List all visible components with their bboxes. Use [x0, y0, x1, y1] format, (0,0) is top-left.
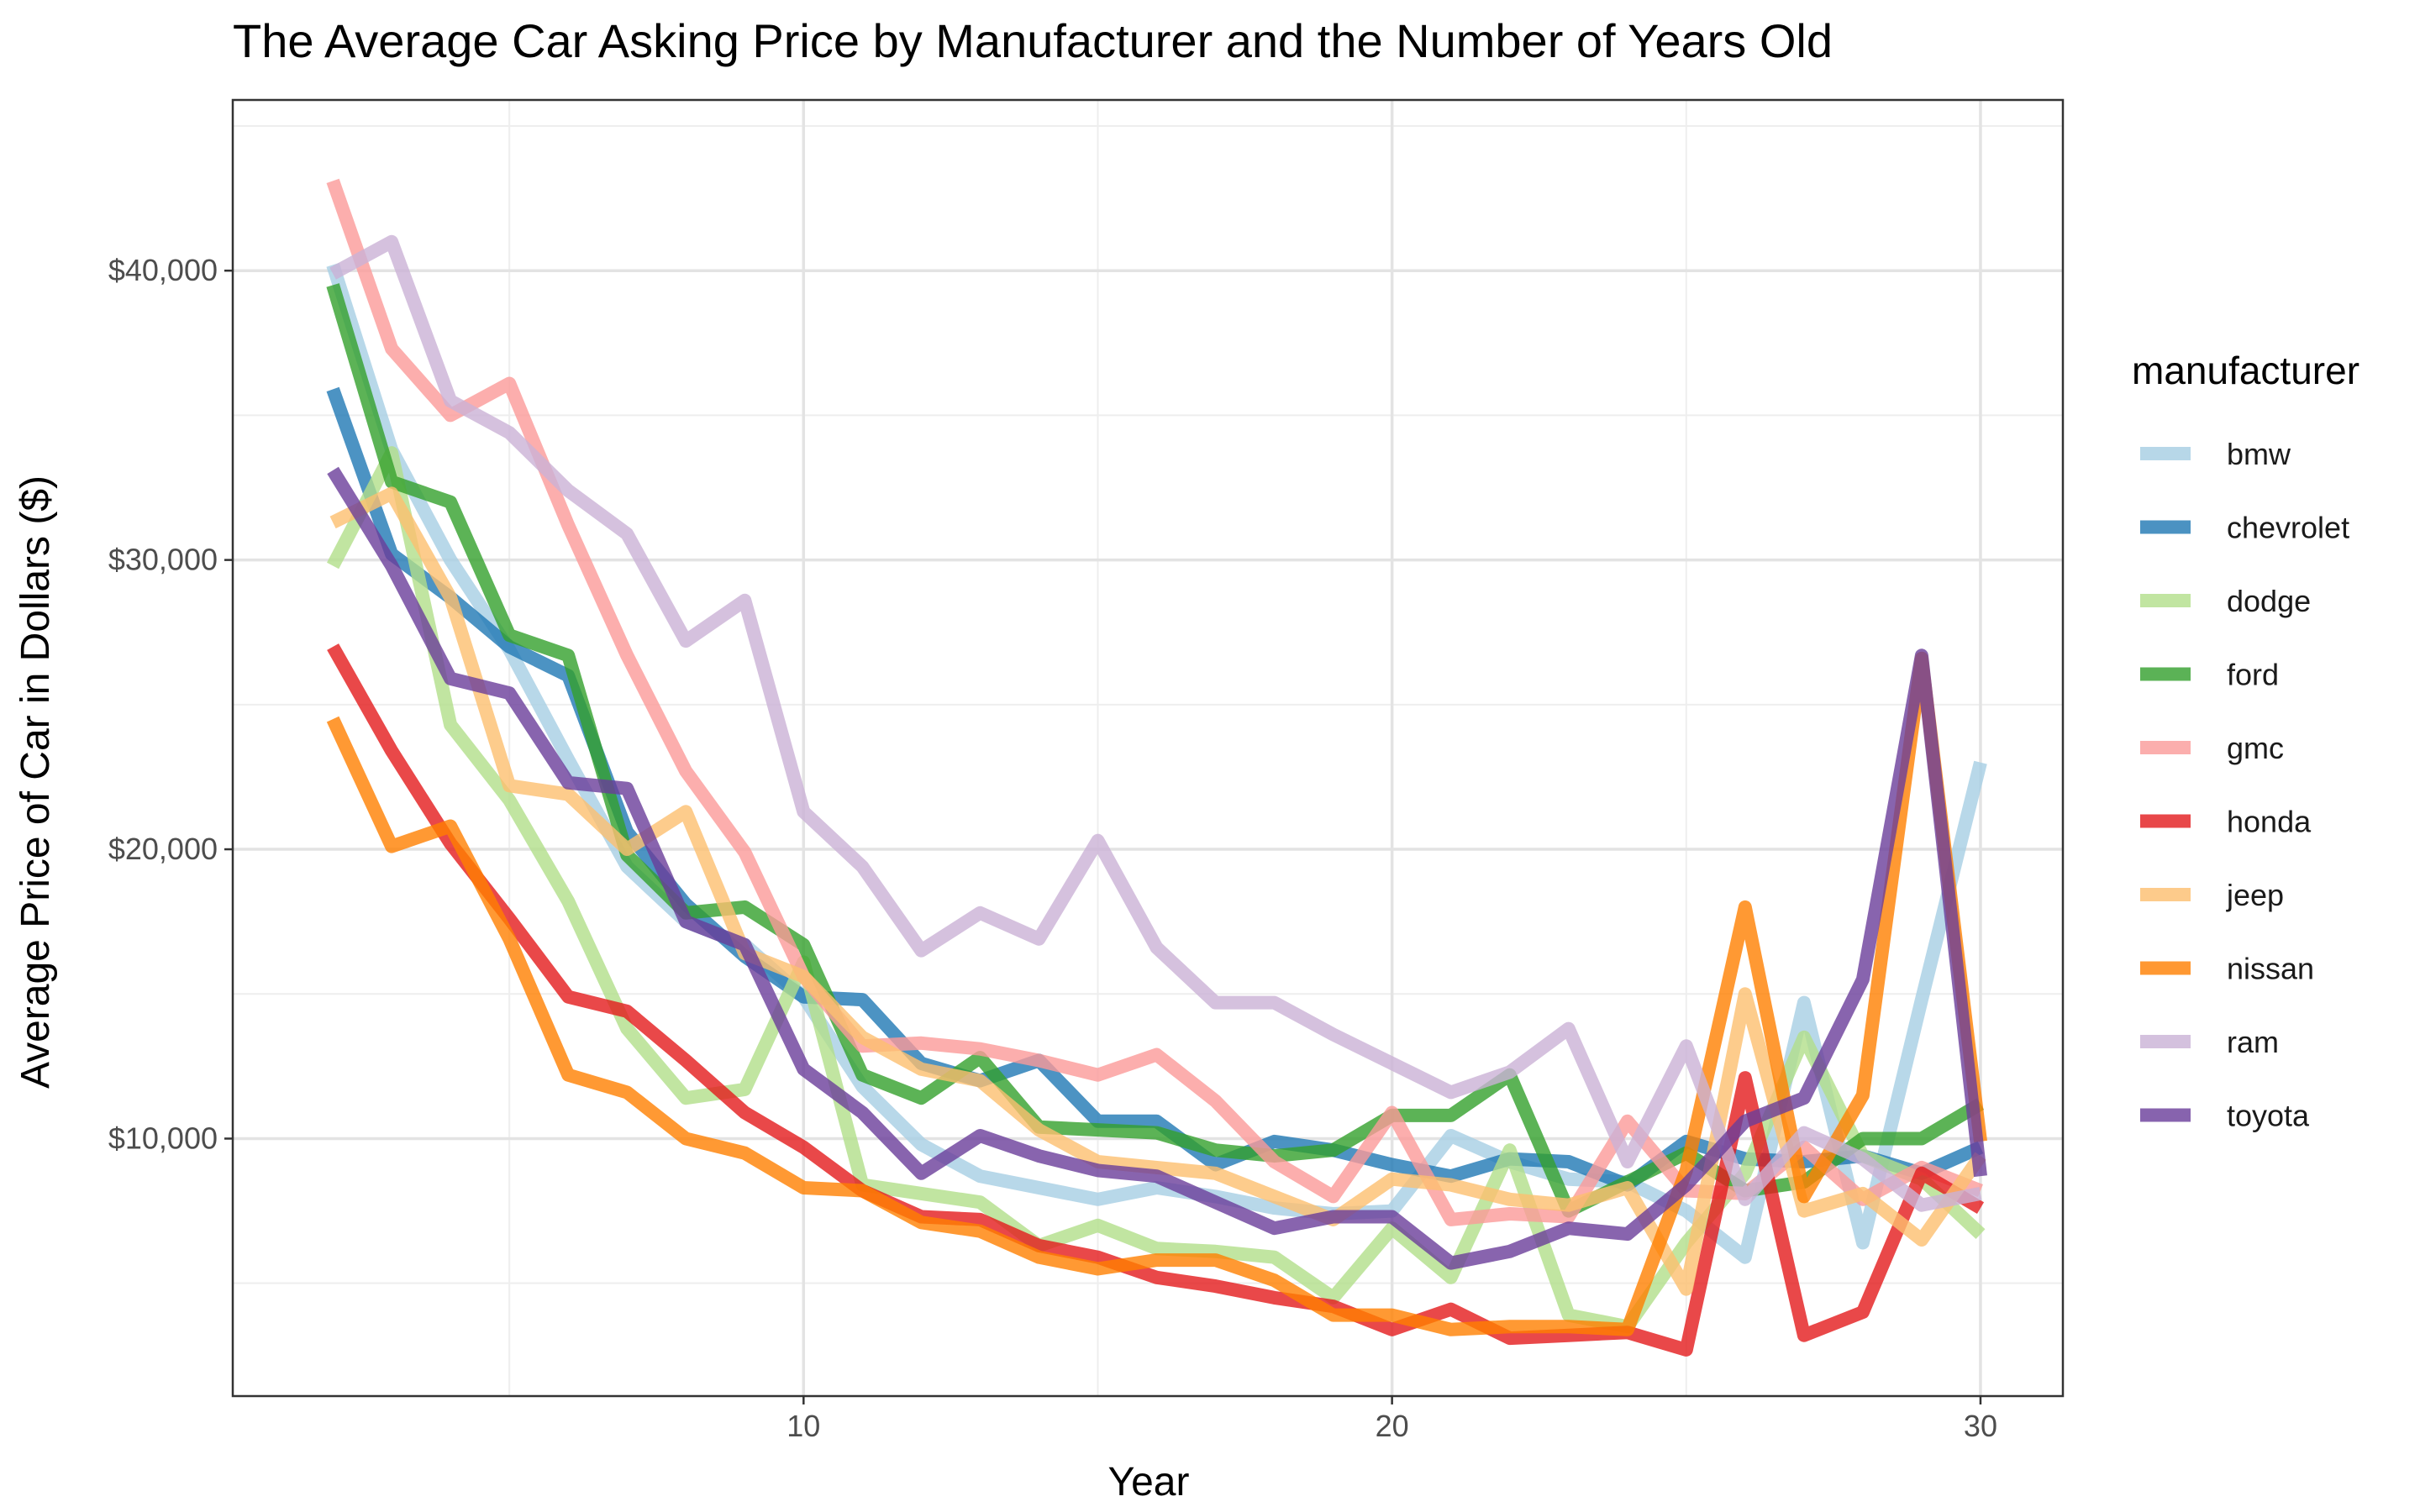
legend-label-honda: honda [2227, 805, 2312, 839]
y-tick-label: $40,000 [108, 253, 218, 287]
legend-items: bmw chevrolet dodge ford gmc honda jeep nissan r… [2140, 437, 2349, 1133]
legend-item-chevrolet: chevrolet [2140, 511, 2349, 545]
legend: manufacturer bmw chevrolet dodge ford gmc hon… [2132, 349, 2360, 1133]
series-layer [326, 178, 1987, 1357]
legend-label-ford: ford [2227, 658, 2279, 692]
grid-layer [233, 100, 2063, 1396]
legend-label-nissan: nissan [2227, 952, 2314, 986]
chart-title: The Average Car Asking Price by Manufact… [233, 14, 1833, 67]
legend-label-ram: ram [2227, 1025, 2279, 1059]
legend-item-ram: ram [2140, 1025, 2279, 1059]
legend-label-toyota: toyota [2227, 1099, 2310, 1133]
series-line-toyota [327, 466, 1987, 1270]
legend-label-bmw: bmw [2227, 437, 2291, 471]
legend-item-toyota: toyota [2140, 1099, 2310, 1133]
legend-item-gmc: gmc [2140, 731, 2284, 765]
x-tick-label: 10 [786, 1409, 820, 1443]
legend-item-honda: honda [2140, 805, 2312, 839]
series-line-honda [327, 643, 1985, 1357]
legend-item-bmw: bmw [2140, 437, 2291, 471]
series-line-jeep [329, 486, 1986, 1296]
y-axis-title: Average Price of Car in Dollars ($) [13, 475, 58, 1089]
legend-label-chevrolet: chevrolet [2227, 511, 2349, 545]
legend-label-jeep: jeep [2226, 878, 2284, 912]
y-tick-label: $20,000 [108, 832, 218, 866]
legend-item-jeep: jeep [2140, 878, 2284, 912]
x-tick-label: 20 [1376, 1409, 1409, 1443]
y-tick-label: $10,000 [108, 1121, 218, 1155]
y-tick-label: $30,000 [108, 543, 218, 577]
legend-label-dodge: dodge [2227, 584, 2311, 618]
series-line-ram [329, 234, 1982, 1212]
plot-panel-border [231, 98, 2065, 1398]
axis-layer: 10 20 30 $10,000 $20,000 $30,000 $40,000 [108, 253, 1997, 1443]
x-axis-title: Year [1108, 1460, 1190, 1504]
legend-title: manufacturer [2132, 349, 2360, 392]
x-tick-label: 30 [1964, 1409, 1997, 1443]
legend-item-nissan: nissan [2140, 952, 2314, 986]
legend-item-ford: ford [2140, 658, 2279, 692]
legend-label-gmc: gmc [2227, 731, 2284, 765]
legend-item-dodge: dodge [2140, 584, 2311, 618]
